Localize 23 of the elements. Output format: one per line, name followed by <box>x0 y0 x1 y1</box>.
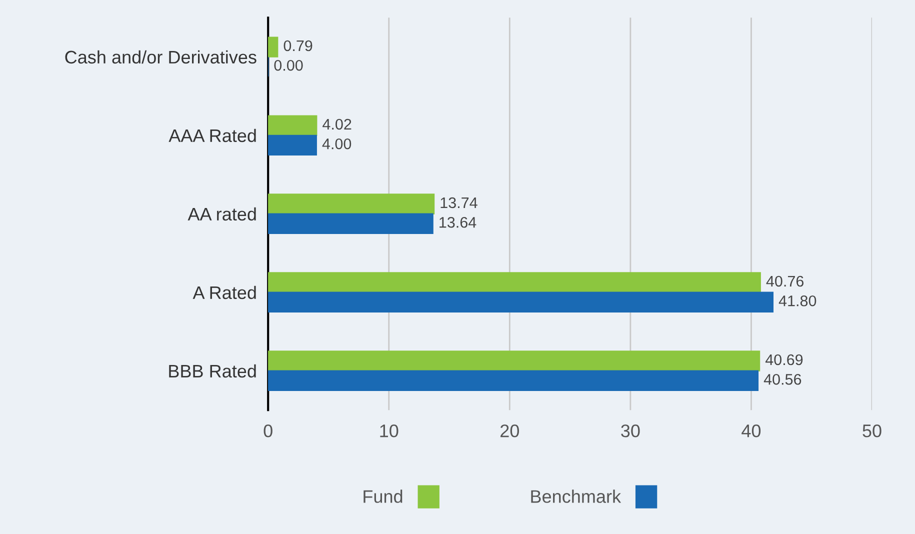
data-label: 4.00 <box>322 138 352 150</box>
y-tick-label: Cash and/or Derivatives <box>65 50 256 64</box>
y-tick-label: A Rated <box>192 286 256 300</box>
data-label: 41.80 <box>778 295 816 306</box>
x-tick-label: 30 <box>621 424 640 438</box>
x-tick-label: 50 <box>862 424 882 438</box>
data-label: 40.76 <box>766 276 804 287</box>
data-label: 0.00 <box>274 60 303 71</box>
legend-label: Fund <box>364 490 402 503</box>
x-tick-label: 0 <box>264 424 272 438</box>
x-tick-label: 10 <box>380 424 398 438</box>
legend-label: Benchmark <box>531 490 622 503</box>
data-label: 13.74 <box>440 197 478 208</box>
x-tick-label: 20 <box>500 424 519 438</box>
x-tick-label: 40 <box>742 424 761 438</box>
data-label: 4.02 <box>322 118 352 130</box>
data-label: 40.56 <box>764 374 802 385</box>
data-label: 0.79 <box>284 40 312 52</box>
y-tick-label: AAA Rated <box>168 128 256 142</box>
y-tick-label: AA rated <box>188 207 256 221</box>
y-tick-label: BBB Rated <box>169 364 256 378</box>
data-label: 40.69 <box>765 354 803 366</box>
data-label: 13.64 <box>440 216 476 228</box>
